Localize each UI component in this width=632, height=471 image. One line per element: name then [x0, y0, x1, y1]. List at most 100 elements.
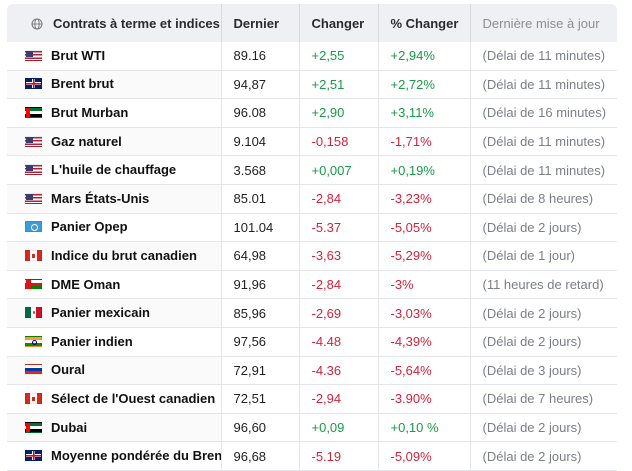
change-value: +2,90 — [299, 98, 379, 128]
last-update: (Délai de 1 jour) — [470, 241, 617, 271]
change-value: -2,84 — [299, 270, 379, 300]
instrument-name[interactable]: Dubai — [51, 419, 88, 435]
table-row[interactable]: Panier Opep 101.04 -5.37 -5,05% (Délai de 2 … — [7, 213, 617, 243]
flag-ru-icon — [25, 364, 42, 376]
instrument-name[interactable]: Panier mexicain — [51, 305, 150, 321]
last-price: 101.04 — [221, 213, 300, 243]
change-value: -4.36 — [299, 356, 379, 386]
instrument-cell[interactable]: Panier indien — [7, 327, 222, 357]
instrument-name[interactable]: Brent brut — [51, 76, 114, 92]
table-row[interactable]: Dubai 96,60 +0,09 +0,10 % (Délai de 2 jours) — [7, 413, 617, 443]
pct-change-value: -4,39% — [378, 327, 471, 357]
instrument-cell[interactable]: Brent brut — [7, 70, 222, 100]
change-value: -3,63 — [299, 241, 379, 271]
header-name-label: Contrats à terme et indices — [53, 15, 220, 31]
table-row[interactable]: Mars États-Unis 85.01 -2,84 -3,23% (Délai de… — [7, 184, 617, 214]
instrument-name[interactable]: Panier indien — [51, 333, 133, 349]
instrument-name[interactable]: L'huile de chauffage — [51, 162, 177, 178]
table-row[interactable]: Moyenne pondérée du Brent 96,68 -5.19 -5,09… — [7, 441, 617, 471]
header-last[interactable]: Dernier — [221, 4, 300, 42]
change-value: -2,94 — [299, 384, 379, 414]
last-update: (Délai de 7 heures) — [470, 384, 617, 414]
table-row[interactable]: Sélect de l'Ouest canadien 72,51 -2,94 -3.9… — [7, 384, 617, 414]
change-value: +2,51 — [299, 70, 379, 100]
table-row[interactable]: Brut WTI 89.16 +2,55 +2,94% (Délai de 11 min… — [7, 42, 617, 71]
instrument-cell[interactable]: Moyenne pondérée du Brent — [7, 441, 222, 471]
last-update: (Délai de 2 jours) — [470, 213, 617, 243]
last-price: 89.16 — [221, 42, 300, 71]
last-update: (Délai de 11 minutes) — [470, 127, 617, 157]
instrument-cell[interactable]: Panier Opep — [7, 213, 222, 243]
table-row[interactable]: L'huile de chauffage 3.568 +0,007 +0,19% (Dé… — [7, 155, 617, 185]
pct-change-value: +2,94% — [378, 42, 471, 71]
header-last-update[interactable]: Dernière mise à jour — [470, 4, 617, 42]
instrument-cell[interactable]: Brut WTI — [7, 42, 222, 71]
last-update: (Délai de 11 minutes) — [470, 70, 617, 100]
instrument-name[interactable]: Brut WTI — [51, 47, 106, 63]
pct-change-value: +2,72% — [378, 70, 471, 100]
instrument-name[interactable]: Panier Opep — [51, 219, 128, 235]
instrument-cell[interactable]: Dubai — [7, 413, 222, 443]
last-price: 96,60 — [221, 413, 300, 443]
change-value: -0,158 — [299, 127, 379, 157]
table-row[interactable]: Indice du brut canadien 64,98 -3,63 -5,29%(… — [7, 241, 617, 271]
flag-us-icon — [25, 192, 42, 204]
flag-in-icon — [25, 335, 42, 347]
pct-change-value: +3,11% — [378, 98, 471, 128]
last-update: (Délai de 2 jours) — [470, 413, 617, 443]
header-name[interactable]: Contrats à terme et indices — [7, 4, 222, 42]
table-row[interactable]: Brut Murban 96.08 +2,90 +3,11% (Délai de 16 … — [7, 98, 617, 128]
instrument-cell[interactable]: Panier mexicain — [7, 298, 222, 328]
last-update: (Délai de 2 jours) — [470, 327, 617, 357]
instrument-cell[interactable]: Mars États-Unis — [7, 184, 222, 214]
last-price: 64,98 — [221, 241, 300, 271]
table-header-row: Contrats à terme et indices Dernier Chan… — [7, 4, 617, 42]
pct-change-value: -3.90% — [378, 384, 471, 414]
instrument-name[interactable]: Mars États-Unis — [51, 190, 150, 206]
last-price: 85,96 — [221, 298, 300, 328]
instrument-cell[interactable]: Sélect de l'Ouest canadien — [7, 384, 222, 414]
last-price: 3.568 — [221, 155, 300, 185]
pct-change-value: -5,29% — [378, 241, 471, 271]
table-row[interactable]: Brent brut 94,87 +2,51 +2,72% (Délai de 11 m… — [7, 70, 617, 100]
pct-change-value: -5,09% — [378, 441, 471, 471]
last-update: (Délai de 3 jours) — [470, 356, 617, 386]
instrument-name[interactable]: Moyenne pondérée du Brent — [51, 448, 221, 464]
pct-change-value: +0,10 % — [378, 413, 471, 443]
pct-change-value: -3,03% — [378, 298, 471, 328]
instrument-name[interactable]: DME Oman — [51, 276, 121, 292]
table-row[interactable]: Oural 72,91 -4.36 -5,64% (Délai de 3 jours) — [7, 356, 617, 386]
instrument-name[interactable]: Brut Murban — [51, 104, 129, 120]
instrument-name[interactable]: Oural — [51, 362, 85, 378]
change-value: +0,007 — [299, 155, 379, 185]
flag-ae-icon — [25, 421, 42, 433]
last-price: 91,96 — [221, 270, 300, 300]
table-row[interactable]: DME Oman 91,96 -2,84 -3% (11 heures de retar… — [7, 270, 617, 300]
pct-change-value: -5,05% — [378, 213, 471, 243]
table-row[interactable]: Gaz naturel 9.104 -0,158 -1,71% (Délai de 11… — [7, 127, 617, 157]
last-price: 72,91 — [221, 356, 300, 386]
table-row[interactable]: Panier indien 97,56 -4.48 -4,39% (Délai de 2… — [7, 327, 617, 357]
instrument-cell[interactable]: Gaz naturel — [7, 127, 222, 157]
instrument-cell[interactable]: Brut Murban — [7, 98, 222, 128]
instrument-cell[interactable]: Indice du brut canadien — [7, 241, 222, 271]
instrument-name[interactable]: Gaz naturel — [51, 133, 122, 149]
pct-change-value: -5,64% — [378, 356, 471, 386]
globe-icon — [31, 18, 43, 30]
flag-ae-icon — [25, 106, 42, 118]
change-value: -5.37 — [299, 213, 379, 243]
last-price: 94,87 — [221, 70, 300, 100]
table-row[interactable]: Panier mexicain 85,96 -2,69 -3,03% (Délai de… — [7, 298, 617, 328]
header-pct-change[interactable]: % Changer — [378, 4, 471, 42]
prices-table: Contrats à terme et indices Dernier Chan… — [7, 4, 617, 471]
instrument-cell[interactable]: Oural — [7, 356, 222, 386]
change-value: -2,69 — [299, 298, 379, 328]
flag-opec-icon — [25, 221, 42, 233]
header-change[interactable]: Changer — [299, 4, 379, 42]
instrument-cell[interactable]: DME Oman — [7, 270, 222, 300]
last-price: 9.104 — [221, 127, 300, 157]
instrument-name[interactable]: Indice du brut canadien — [51, 247, 197, 263]
instrument-cell[interactable]: L'huile de chauffage — [7, 155, 222, 185]
last-update: (Délai de 2 jours) — [470, 441, 617, 471]
instrument-name[interactable]: Sélect de l'Ouest canadien — [51, 390, 216, 406]
